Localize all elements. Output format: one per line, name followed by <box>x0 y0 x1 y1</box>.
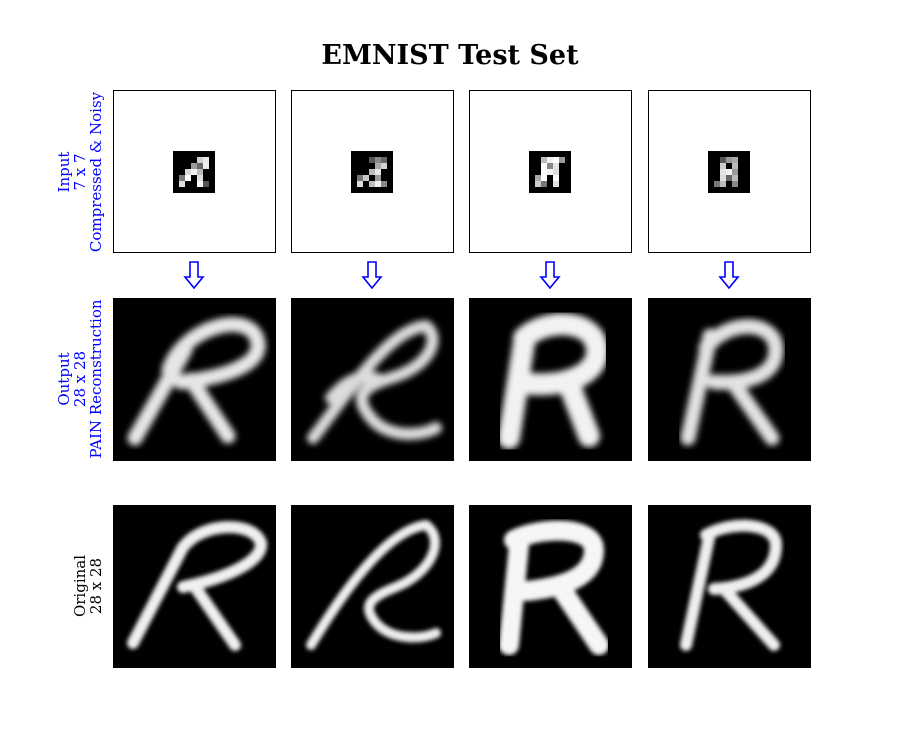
input-panel-2 <box>291 90 454 253</box>
row-label-original-line-2: 28 x 28 <box>87 557 105 615</box>
original-image-4 <box>680 519 782 651</box>
reconstruction-image-4 <box>680 319 784 446</box>
input-thumbnail-3 <box>529 151 571 193</box>
row-label-input-line-3: Compressed & Noisy <box>87 91 105 253</box>
output-panel-2 <box>291 298 454 461</box>
input-thumbnail-2 <box>351 151 393 193</box>
original-panel-2 <box>291 505 454 668</box>
hollow-down-arrow-icon <box>539 261 561 290</box>
output-panel-4 <box>648 298 811 461</box>
output-panel-1 <box>113 298 276 461</box>
output-panel-3 <box>469 298 632 461</box>
original-image-1 <box>127 521 267 651</box>
original-panel-3 <box>469 505 632 668</box>
reconstruction-image-1 <box>127 317 266 446</box>
input-thumbnail-4 <box>708 151 750 193</box>
row-label-output-line-1: Output <box>55 352 73 406</box>
figure-title: EMNIST Test Set <box>321 40 579 71</box>
hollow-down-arrow-icon <box>361 261 383 290</box>
row-label-input-line-2: 7 x 7 <box>71 153 89 191</box>
row-label-output-line-3: PAIN Reconstruction <box>87 299 105 459</box>
row-label-output-line-2: 28 x 28 <box>71 350 89 408</box>
original-image-2 <box>306 520 441 650</box>
original-panel-4 <box>648 505 811 668</box>
reconstruction-image-2 <box>307 320 442 444</box>
row-label-input-line-1: Input <box>55 151 73 193</box>
original-image-3 <box>499 520 609 655</box>
hollow-down-arrow-icon <box>718 261 740 290</box>
row-label-original-line-1: Original <box>71 554 89 618</box>
reconstruction-image-3 <box>498 313 608 449</box>
original-panel-1 <box>113 505 276 668</box>
input-panel-3 <box>469 90 632 253</box>
input-panel-1 <box>113 90 276 253</box>
hollow-down-arrow-icon <box>183 261 205 290</box>
input-panel-4 <box>648 90 811 253</box>
input-thumbnail-1 <box>173 151 215 193</box>
